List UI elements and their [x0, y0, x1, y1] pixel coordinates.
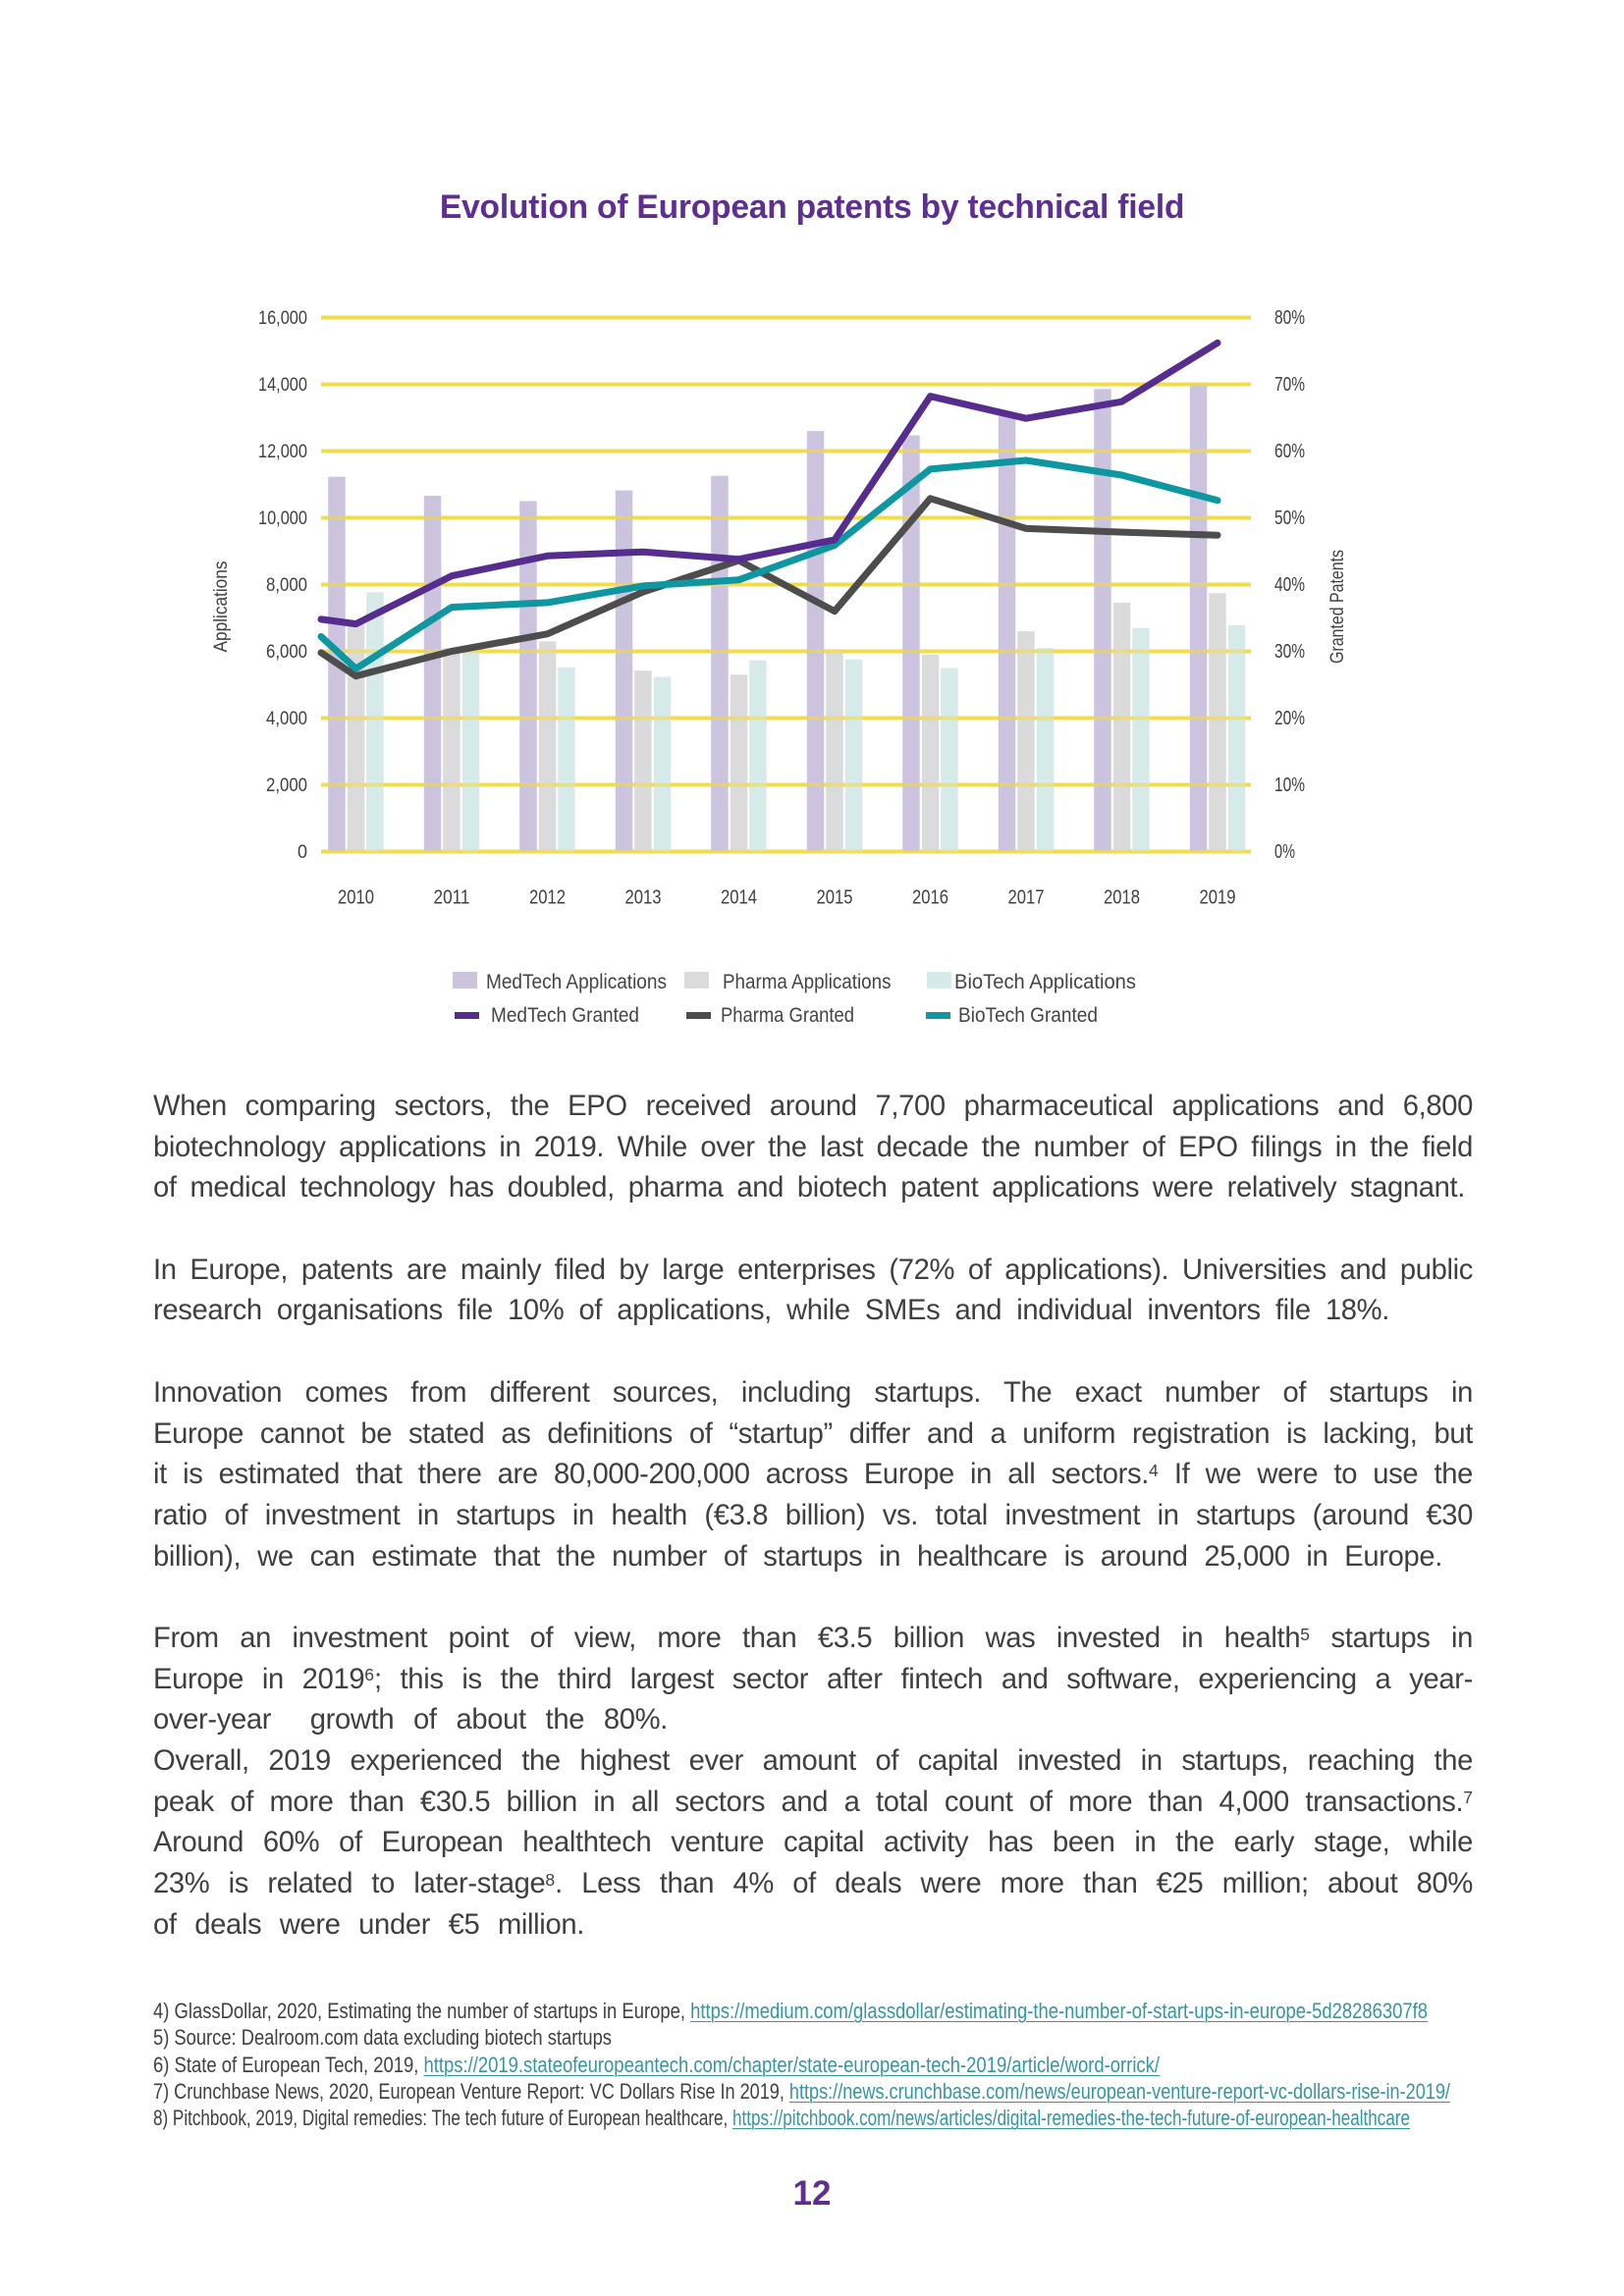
- svg-text:80%: 80%: [1274, 307, 1305, 329]
- svg-text:2014: 2014: [721, 887, 757, 909]
- svg-text:8,000: 8,000: [266, 575, 307, 596]
- svg-text:Applications: Applications: [210, 561, 232, 652]
- svg-text:12,000: 12,000: [258, 442, 307, 462]
- svg-text:2011: 2011: [434, 887, 470, 909]
- svg-text:0: 0: [298, 842, 307, 863]
- svg-text:14,000: 14,000: [258, 375, 307, 396]
- svg-text:2016: 2016: [912, 887, 948, 909]
- svg-text:16,000: 16,000: [258, 308, 307, 329]
- svg-text:6,000: 6,000: [266, 642, 307, 663]
- svg-text:30%: 30%: [1274, 641, 1305, 663]
- svg-text:40%: 40%: [1274, 574, 1305, 596]
- svg-text:2,000: 2,000: [266, 775, 307, 796]
- svg-text:4,000: 4,000: [266, 709, 307, 729]
- svg-text:20%: 20%: [1274, 708, 1305, 729]
- svg-text:0%: 0%: [1274, 841, 1295, 863]
- svg-text:2012: 2012: [529, 887, 566, 909]
- svg-text:2017: 2017: [1008, 887, 1045, 909]
- svg-text:2018: 2018: [1104, 887, 1140, 909]
- svg-text:2019: 2019: [1200, 887, 1236, 909]
- svg-text:2015: 2015: [817, 887, 853, 909]
- svg-text:2013: 2013: [625, 887, 662, 909]
- svg-text:70%: 70%: [1274, 374, 1305, 396]
- svg-text:Granted Patents: Granted Patents: [1326, 550, 1348, 664]
- svg-text:60%: 60%: [1274, 441, 1305, 462]
- svg-text:2010: 2010: [338, 887, 374, 909]
- svg-text:10,000: 10,000: [258, 508, 307, 529]
- svg-text:50%: 50%: [1274, 507, 1305, 529]
- svg-text:10%: 10%: [1274, 774, 1305, 796]
